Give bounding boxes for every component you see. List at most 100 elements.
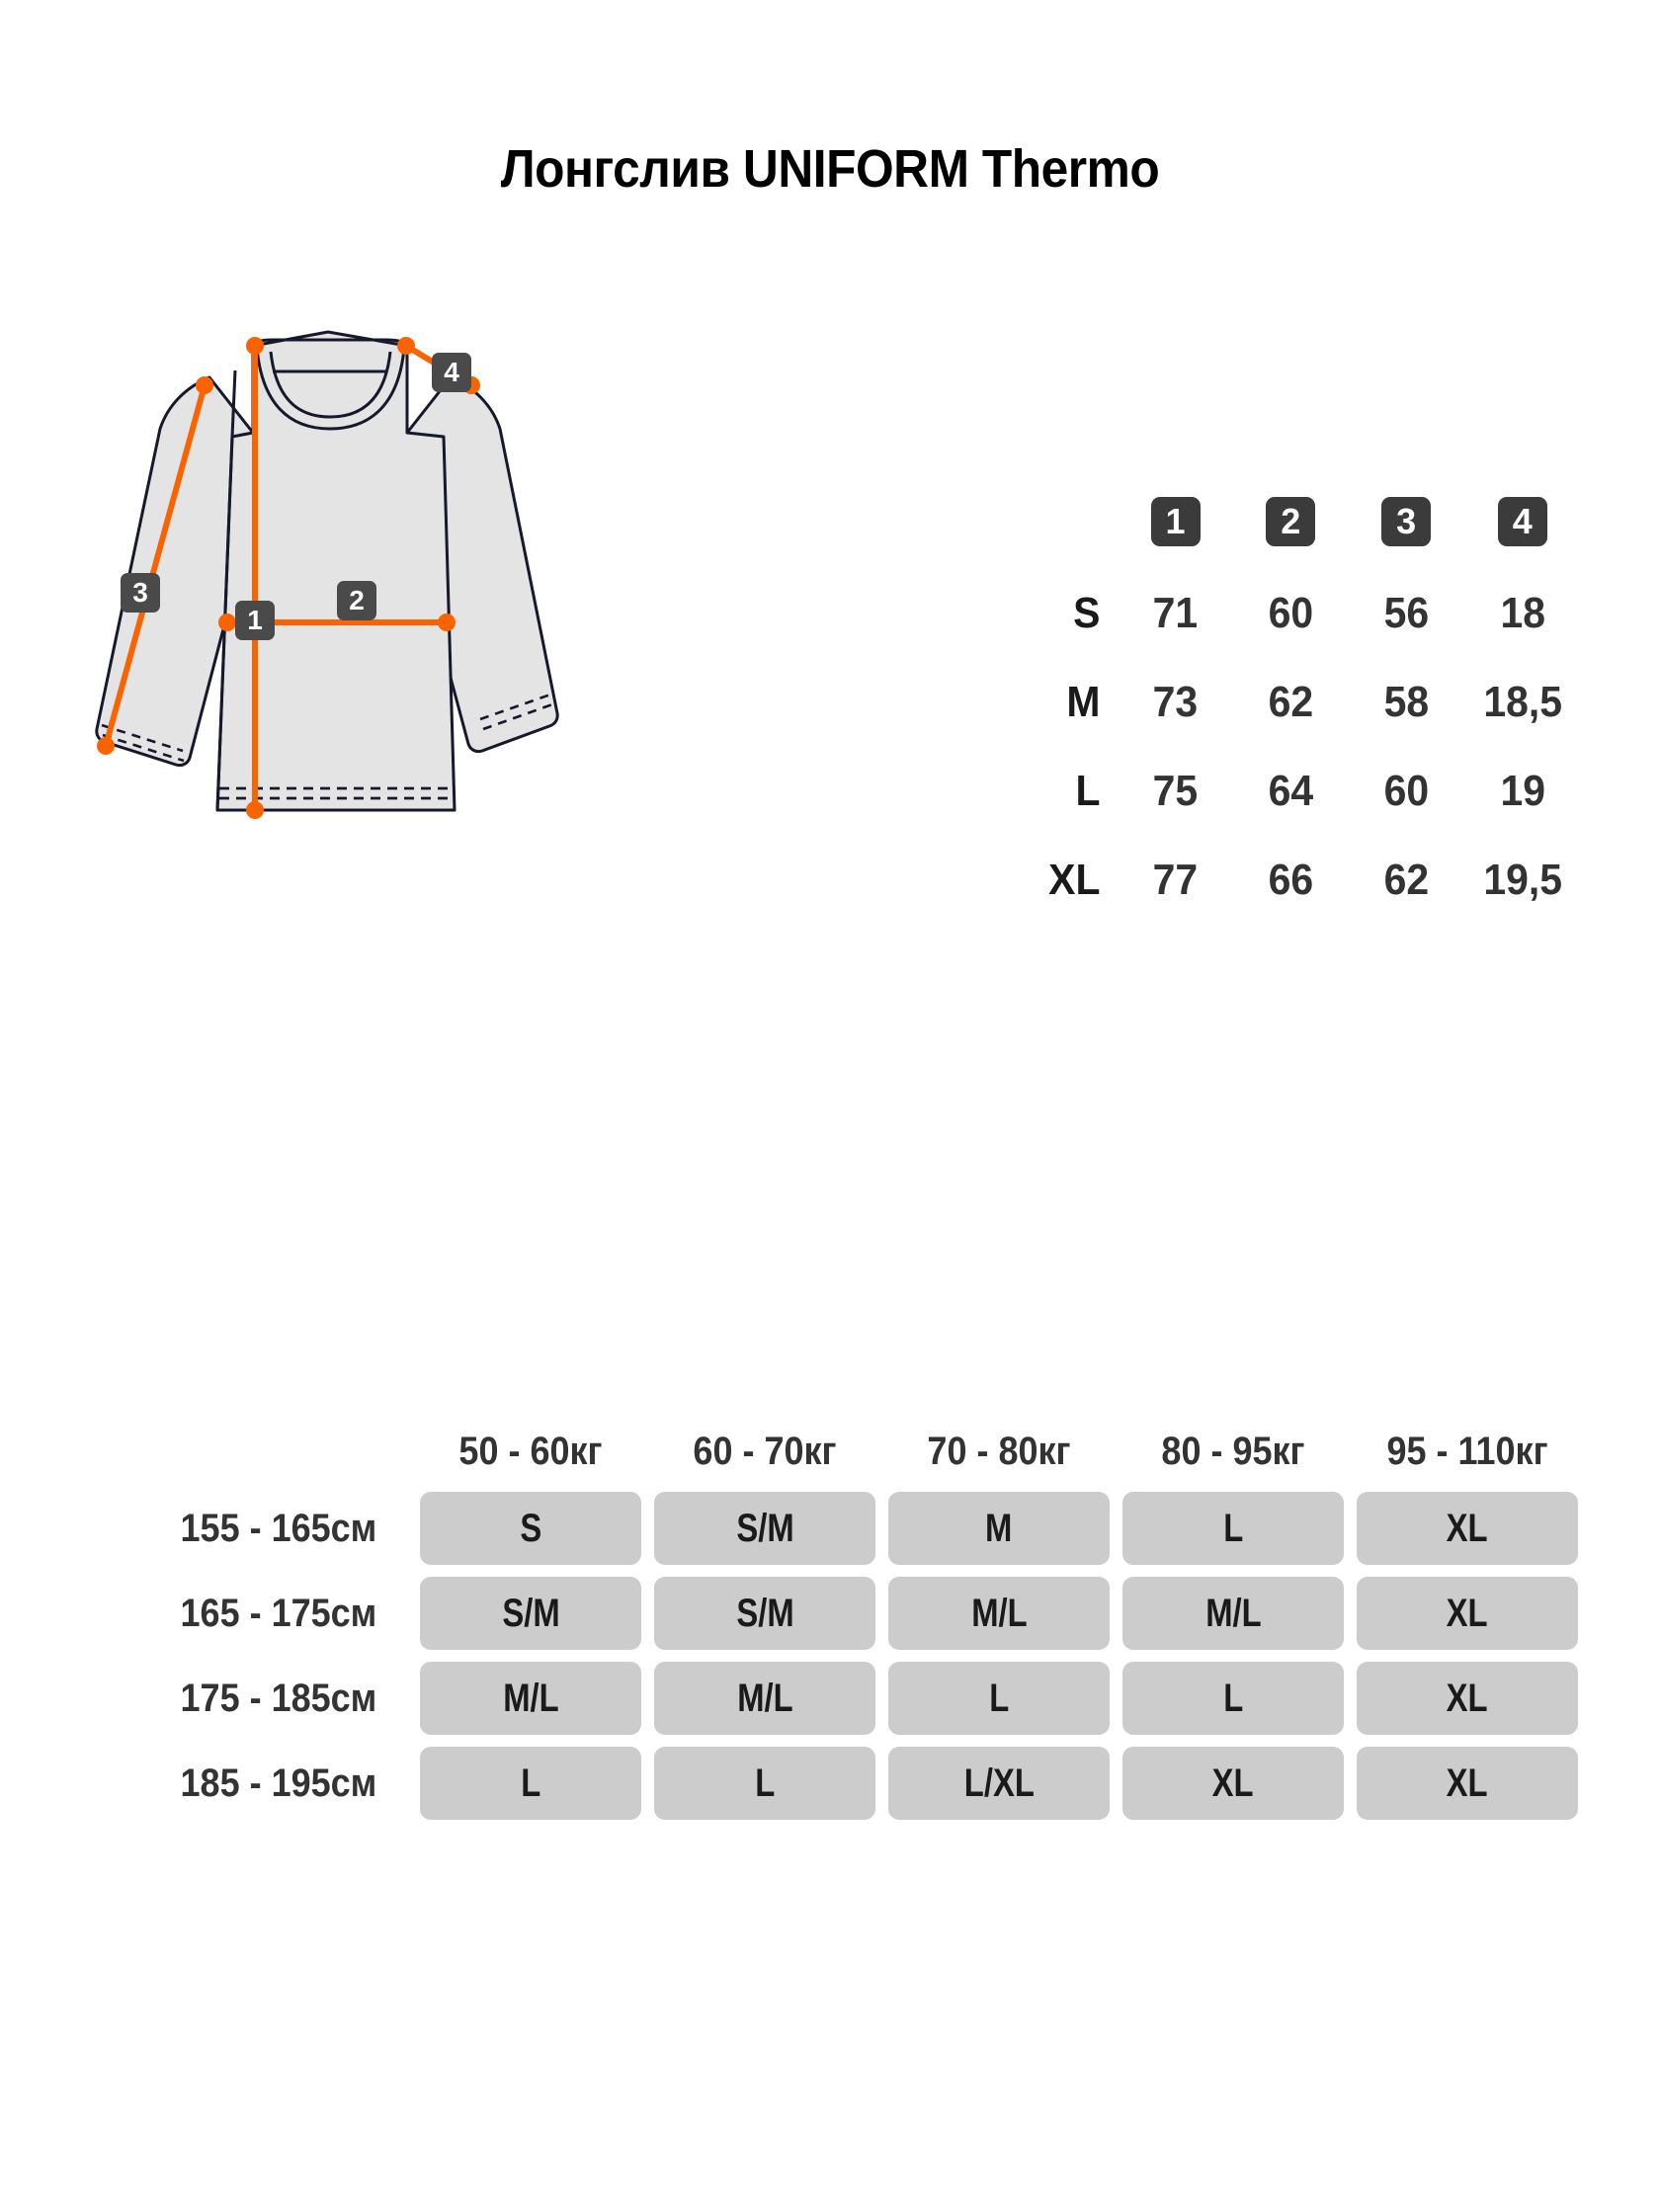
marker-badge-4-label: 4 <box>444 357 459 387</box>
measurement-table: 1 2 3 4 S 71 60 56 18 <box>988 474 1581 925</box>
cell-m-4: 18,5 <box>1482 678 1562 726</box>
collar-outer <box>255 347 406 431</box>
left-shoulder-seam <box>230 369 237 438</box>
hem-stitch <box>219 786 453 800</box>
measurement-col-header-4: 4 <box>1464 474 1581 569</box>
cell-l-4: 19 <box>1499 767 1545 815</box>
height-row-label-4: 185 - 195см <box>180 1761 377 1805</box>
size-cell-text: S/M <box>735 1506 794 1550</box>
size-recommendation-table: 50 - 60кг 60 - 70кг 70 - 80кг 80 - 95кг … <box>69 1383 1591 1832</box>
size-cell-r4c5: XL <box>1356 1747 1578 1820</box>
size-cell-text: M/L <box>1204 1591 1262 1635</box>
size-cell-text: XL <box>1447 1676 1488 1720</box>
marker-badge-3-label: 3 <box>132 577 148 608</box>
cell-xl-4: 19,5 <box>1482 856 1562 904</box>
table-row: 175 - 185см M/L M/L L L XL <box>82 1662 1578 1735</box>
cell-s-3: 56 <box>1383 589 1429 637</box>
measure-point-1-bottom <box>246 801 264 819</box>
size-cell-text: L <box>521 1761 541 1805</box>
column-badge-3: 3 <box>1381 497 1432 546</box>
size-cell-r4c2: L <box>654 1747 876 1820</box>
cell-m-1: 73 <box>1152 678 1199 726</box>
measurement-col-header-1: 1 <box>1118 474 1233 569</box>
measurement-header-row: 1 2 3 4 <box>988 474 1581 569</box>
cell-l-1: 75 <box>1152 767 1199 815</box>
size-cell-text: L <box>1222 1676 1244 1720</box>
weight-column-header-2: 60 - 70кг <box>693 1430 837 1473</box>
size-cell-r2c2: S/M <box>654 1577 876 1650</box>
table-row: M 73 62 58 18,5 <box>988 658 1581 747</box>
size-cell-text: XL <box>1447 1506 1488 1550</box>
table-row: 165 - 175см S/M S/M M/L M/L XL <box>82 1577 1578 1650</box>
height-row-label-2: 165 - 175см <box>180 1591 377 1635</box>
size-cell-r2c3: M/L <box>888 1577 1111 1650</box>
cell-s-2: 60 <box>1268 589 1314 637</box>
page-title: Лонгслив UNIFORM Thermo <box>500 139 1160 199</box>
size-cell-text: M/L <box>502 1676 559 1720</box>
size-cell-r3c3: L <box>888 1662 1111 1735</box>
size-cell-r1c2: S/M <box>654 1492 876 1565</box>
size-cell-r1c1: S <box>420 1492 642 1565</box>
cell-l-3: 60 <box>1383 767 1429 815</box>
size-cell-text: S/M <box>501 1591 560 1635</box>
size-cell-text: M <box>985 1506 1013 1550</box>
measure-point-4-inner <box>397 337 415 355</box>
measure-point-3-top <box>196 376 213 394</box>
measurement-corner-cell <box>988 474 1118 569</box>
size-cell-text: XL <box>1447 1761 1488 1805</box>
height-row-label-3: 175 - 185см <box>180 1676 377 1720</box>
size-cell-text: M/L <box>970 1591 1028 1635</box>
size-cell-text: L <box>755 1761 776 1805</box>
cell-xl-1: 77 <box>1152 856 1199 904</box>
size-cell-r4c4: XL <box>1122 1747 1344 1820</box>
measurement-col-header-3: 3 <box>1349 474 1464 569</box>
measure-line-3-sleeve <box>103 384 208 747</box>
row-size-label-m: M <box>1066 678 1101 726</box>
size-cell-r3c1: M/L <box>420 1662 642 1735</box>
cell-m-3: 58 <box>1383 678 1429 726</box>
recommendation-header-row: 50 - 60кг 60 - 70кг 70 - 80кг 80 - 95кг … <box>82 1395 1578 1480</box>
left-sleeve-outline <box>95 375 255 768</box>
marker-badge-1: 1 <box>235 601 275 640</box>
height-row-label-1: 155 - 165см <box>180 1506 377 1550</box>
size-cell-text: L <box>989 1676 1010 1720</box>
cell-s-4: 18 <box>1499 589 1545 637</box>
table-row: XL 77 66 62 19,5 <box>988 836 1581 925</box>
size-cell-r4c1: L <box>420 1747 642 1820</box>
shirt-technical-drawing: 1 2 3 4 <box>95 330 559 819</box>
marker-badge-1-label: 1 <box>247 605 263 635</box>
cell-s-1: 71 <box>1152 589 1199 637</box>
row-size-label-l: L <box>1075 767 1101 815</box>
row-size-label-s: S <box>1073 589 1101 637</box>
measure-point-1-top <box>246 337 264 355</box>
left-cuff-stitch <box>101 723 185 763</box>
column-badge-2: 2 <box>1266 497 1316 546</box>
row-size-label-xl: XL <box>1048 856 1101 904</box>
table-row: S 71 60 56 18 <box>988 569 1581 658</box>
column-badge-4: 4 <box>1497 497 1547 546</box>
cell-xl-3: 62 <box>1383 856 1429 904</box>
cell-m-2: 62 <box>1268 678 1314 726</box>
size-cell-r2c5: XL <box>1356 1577 1578 1650</box>
column-badge-1: 1 <box>1150 497 1201 546</box>
size-cell-text: XL <box>1212 1761 1254 1805</box>
size-cell-r1c5: XL <box>1356 1492 1578 1565</box>
measure-point-2-left <box>218 614 236 631</box>
size-cell-r3c4: L <box>1122 1662 1344 1735</box>
size-cell-text: L <box>1222 1506 1244 1550</box>
size-cell-text: XL <box>1447 1591 1488 1635</box>
marker-badge-3: 3 <box>121 573 160 613</box>
size-cell-text: S/M <box>735 1591 794 1635</box>
measurement-col-header-2: 2 <box>1233 474 1349 569</box>
size-cell-r3c2: M/L <box>654 1662 876 1735</box>
cell-l-2: 64 <box>1268 767 1314 815</box>
size-cell-r2c1: S/M <box>420 1577 642 1650</box>
table-row: 155 - 165см S S/M M L XL <box>82 1492 1578 1565</box>
weight-column-header-5: 95 - 110кг <box>1386 1430 1548 1473</box>
table-row: L 75 64 60 19 <box>988 747 1581 836</box>
size-cell-r4c3: L/XL <box>888 1747 1111 1820</box>
marker-badge-2: 2 <box>337 581 376 620</box>
recommendation-corner-cell <box>82 1395 407 1480</box>
weight-column-header-4: 80 - 95кг <box>1161 1430 1305 1473</box>
weight-column-header-3: 70 - 80кг <box>927 1430 1071 1473</box>
